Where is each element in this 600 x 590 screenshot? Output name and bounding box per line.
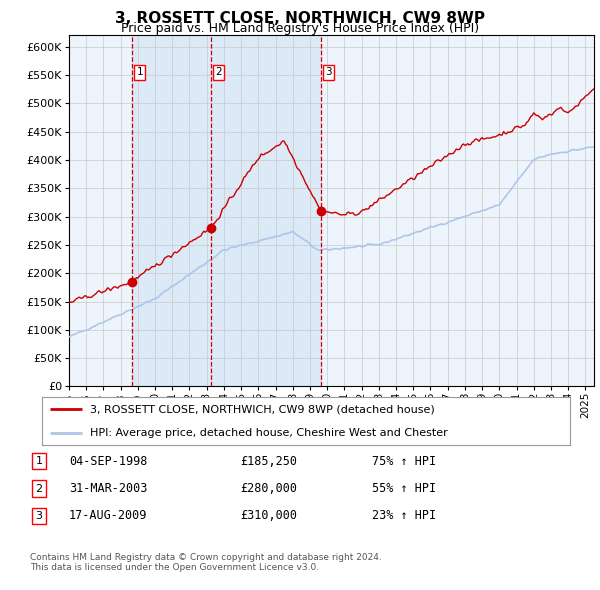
Text: £310,000: £310,000 bbox=[240, 509, 297, 522]
Bar bbox=[211, 35, 321, 386]
Text: 17-AUG-2009: 17-AUG-2009 bbox=[69, 509, 148, 522]
Text: 2: 2 bbox=[35, 484, 43, 493]
Text: Price paid vs. HM Land Registry's House Price Index (HPI): Price paid vs. HM Land Registry's House … bbox=[121, 22, 479, 35]
Text: 04-SEP-1998: 04-SEP-1998 bbox=[69, 455, 148, 468]
Text: 2: 2 bbox=[215, 67, 222, 77]
Text: 3: 3 bbox=[325, 67, 332, 77]
Text: HPI: Average price, detached house, Cheshire West and Chester: HPI: Average price, detached house, Ches… bbox=[89, 428, 447, 438]
Text: 1: 1 bbox=[136, 67, 143, 77]
Text: 23% ↑ HPI: 23% ↑ HPI bbox=[372, 509, 436, 522]
Text: 55% ↑ HPI: 55% ↑ HPI bbox=[372, 482, 436, 495]
Text: £280,000: £280,000 bbox=[240, 482, 297, 495]
Text: 31-MAR-2003: 31-MAR-2003 bbox=[69, 482, 148, 495]
Text: 1: 1 bbox=[35, 457, 43, 466]
Text: 3: 3 bbox=[35, 511, 43, 520]
Bar bbox=[132, 35, 211, 386]
Text: This data is licensed under the Open Government Licence v3.0.: This data is licensed under the Open Gov… bbox=[30, 563, 319, 572]
Text: £185,250: £185,250 bbox=[240, 455, 297, 468]
Text: 75% ↑ HPI: 75% ↑ HPI bbox=[372, 455, 436, 468]
Text: 3, ROSSETT CLOSE, NORTHWICH, CW9 8WP (detached house): 3, ROSSETT CLOSE, NORTHWICH, CW9 8WP (de… bbox=[89, 404, 434, 414]
Text: Contains HM Land Registry data © Crown copyright and database right 2024.: Contains HM Land Registry data © Crown c… bbox=[30, 553, 382, 562]
Text: 3, ROSSETT CLOSE, NORTHWICH, CW9 8WP: 3, ROSSETT CLOSE, NORTHWICH, CW9 8WP bbox=[115, 11, 485, 25]
